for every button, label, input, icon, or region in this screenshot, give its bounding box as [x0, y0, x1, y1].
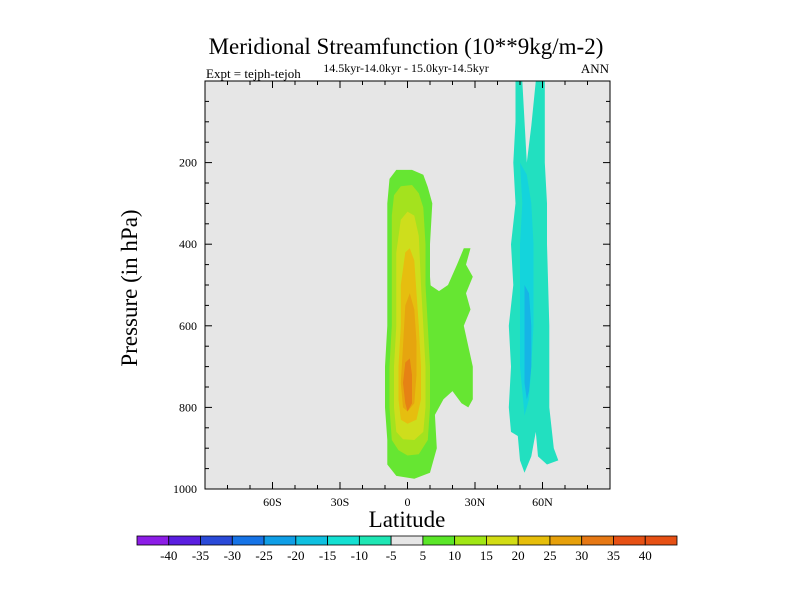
colorbar-box	[390, 535, 424, 546]
colorbar-label: -40	[160, 548, 177, 563]
right-subtitle: ANN	[581, 61, 610, 76]
colorbar-box	[136, 535, 170, 546]
colorbar-box	[549, 535, 583, 546]
colorbar-label: 25	[543, 548, 556, 563]
center-subtitle: 14.5kyr-14.0kyr - 15.0kyr-14.5kyr	[323, 61, 489, 75]
colorbar-label: -35	[192, 548, 209, 563]
colorbar-box	[517, 535, 551, 546]
contour-region-neg15-9	[524, 285, 532, 400]
colorbar-box	[486, 535, 519, 546]
x-tick-label: 0	[405, 495, 411, 509]
y-tick-label: 1000	[173, 482, 197, 496]
colorbar-box	[644, 535, 678, 546]
contour-regions	[385, 81, 559, 479]
colorbar-box	[231, 535, 265, 546]
colorbar-label: -5	[386, 548, 397, 563]
colorbar-label: 40	[639, 548, 652, 563]
y-axis: 200 400 600 800 1000	[173, 80, 610, 496]
colorbar-label: -15	[319, 548, 336, 563]
contour-region-pos5-1	[430, 248, 473, 416]
colorbar-box	[454, 535, 487, 546]
colorbar-label: 15	[480, 548, 493, 563]
colorbar-box	[613, 535, 646, 546]
colorbar-box	[358, 535, 392, 546]
chart-title: Meridional Streamfunction (10**9kg/m-2)	[209, 34, 604, 59]
x-axis-label: Latitude	[369, 507, 446, 532]
colorbar: -40 -35 -30 -25 -20 -15 -10 -5 5 10 15 20 25 30 35 40	[136, 535, 678, 563]
y-tick-label: 600	[179, 319, 197, 333]
colorbar-box	[200, 535, 233, 546]
colorbar-box	[581, 535, 614, 546]
y-tick-label: 800	[179, 400, 197, 414]
colorbar-box	[422, 535, 456, 546]
colorbar-label: 5	[420, 548, 427, 563]
y-tick-label: 400	[179, 237, 197, 251]
colorbar-box	[168, 535, 201, 546]
colorbar-label: -25	[255, 548, 272, 563]
x-tick-label: 60S	[263, 495, 282, 509]
colorbar-label: 30	[575, 548, 588, 563]
colorbar-label: -10	[351, 548, 368, 563]
colorbar-label: -20	[287, 548, 304, 563]
x-tick-label: 30S	[331, 495, 350, 509]
y-tick-label: 200	[179, 156, 197, 170]
y-axis-label: Pressure (in hPa)	[117, 209, 142, 366]
colorbar-label: -30	[224, 548, 241, 563]
colorbar-box	[327, 535, 360, 546]
colorbar-label: 35	[607, 548, 620, 563]
colorbar-label: 10	[448, 548, 461, 563]
x-axis: 60S 30S 0 30N 60N	[204, 81, 611, 509]
colorbar-label: 20	[512, 548, 525, 563]
x-tick-label: 60N	[532, 495, 553, 509]
colorbar-box	[295, 535, 328, 546]
colorbar-box	[263, 535, 297, 546]
left-subtitle: Expt = tejph-tejoh	[206, 66, 301, 81]
contour-region-pos30-6	[403, 358, 412, 412]
x-tick-label: 30N	[465, 495, 486, 509]
